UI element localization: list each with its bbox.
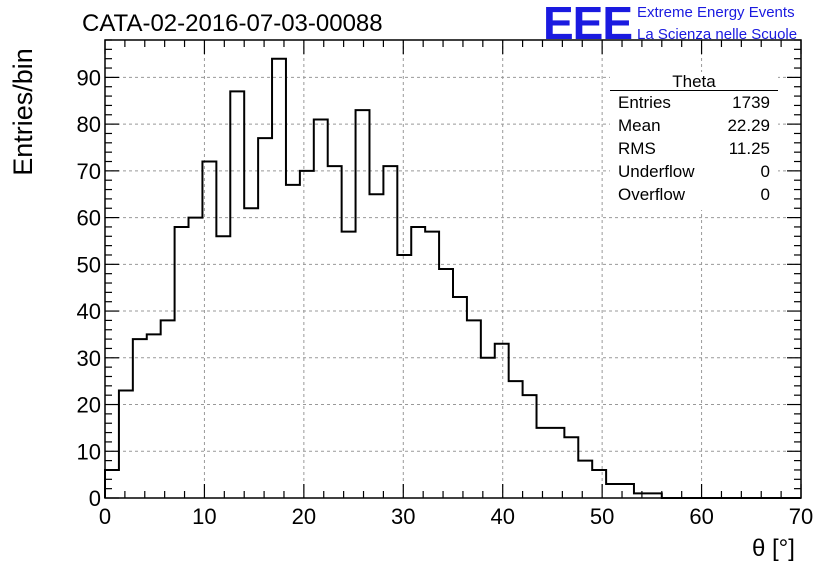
stats-value: 0 xyxy=(760,162,770,181)
y-tick-label: 40 xyxy=(77,299,101,324)
y-tick-label: 30 xyxy=(77,346,101,371)
x-tick-labels: 0 10 20 30 40 50 60 70 xyxy=(99,504,813,529)
eee-logo-mark: EEE xyxy=(543,0,633,49)
y-tick-label: 80 xyxy=(77,112,101,137)
y-tick-label: 70 xyxy=(77,159,101,184)
stats-value: 1739 xyxy=(732,93,770,112)
stats-key: Mean xyxy=(618,116,661,135)
logo-line-1: Extreme Energy Events xyxy=(637,4,795,21)
y-tick-label: 90 xyxy=(77,65,101,90)
grid-lines xyxy=(105,40,801,498)
stats-value: 11.25 xyxy=(728,139,770,158)
stats-row-entries: Entries 1739 xyxy=(618,93,770,115)
x-tick-label: 50 xyxy=(590,504,614,529)
stats-key: Entries xyxy=(618,93,671,112)
y-tick-label: 20 xyxy=(77,393,101,418)
stats-key: RMS xyxy=(618,139,656,158)
x-tick-label: 70 xyxy=(789,504,813,529)
y-tick-label: 0 xyxy=(89,486,101,511)
x-axis-label: θ [°] xyxy=(752,535,795,562)
x-tick-label: 20 xyxy=(292,504,316,529)
stats-box: Theta Entries 1739 Mean 22.29 RMS 11.25 … xyxy=(610,72,778,210)
x-tick-label: 10 xyxy=(192,504,216,529)
x-tick-label: 30 xyxy=(391,504,415,529)
y-tick-label: 50 xyxy=(77,252,101,277)
y-tick-label: 10 xyxy=(77,439,101,464)
x-tick-label: 0 xyxy=(99,504,111,529)
y-axis-label: Entries/bin xyxy=(8,48,38,176)
x-tick-label: 60 xyxy=(689,504,713,529)
plot-frame xyxy=(104,39,802,499)
axis-ticks xyxy=(104,39,802,499)
plot-title: CATA-02-2016-07-03-00088 xyxy=(82,10,383,37)
y-tick-label: 60 xyxy=(77,206,101,231)
stats-row-underflow: Underflow 0 xyxy=(618,162,770,184)
stats-title: Theta xyxy=(672,72,716,91)
stats-key: Overflow xyxy=(618,185,686,204)
y-tick-labels: 0 10 20 30 40 50 60 70 80 90 xyxy=(77,65,101,511)
logo-line-2: La Scienza nelle Scuole xyxy=(637,26,798,43)
stats-value: 0 xyxy=(760,185,770,204)
stats-divider xyxy=(610,90,778,91)
stats-row-mean: Mean 22.29 xyxy=(618,116,770,138)
x-tick-label: 40 xyxy=(490,504,514,529)
stats-value: 22.29 xyxy=(727,116,770,135)
stats-row-rms: RMS 11.25 xyxy=(618,139,770,161)
stats-key: Underflow xyxy=(618,162,695,181)
stats-row-overflow: Overflow 0 xyxy=(618,185,770,207)
histogram-step-line xyxy=(104,57,801,499)
